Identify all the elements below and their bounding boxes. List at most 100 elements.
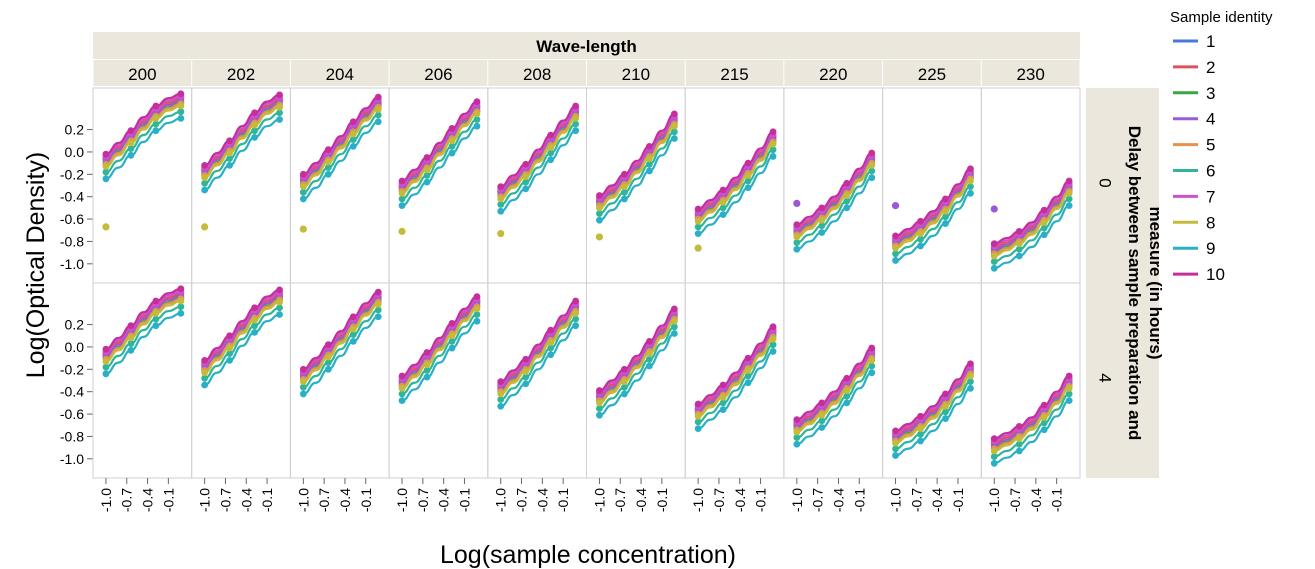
data-point (226, 356, 234, 364)
series-line (105, 305, 181, 369)
series-line (796, 156, 873, 231)
x-tick-label: -0.4 (436, 488, 452, 512)
data-point (1040, 231, 1048, 239)
data-point (843, 399, 851, 407)
data-point (226, 350, 234, 358)
delay-row-label: 0 (1096, 178, 1115, 187)
data-point (719, 211, 727, 218)
series-line (105, 296, 181, 360)
data-point (102, 168, 110, 176)
data-point (818, 204, 826, 212)
data-point (177, 114, 185, 122)
series-line (500, 122, 576, 206)
data-point (226, 149, 234, 157)
delay-row-strip (1086, 283, 1113, 478)
series-line (599, 320, 675, 404)
data-point (152, 315, 160, 323)
y-tick-label: -0.6 (60, 406, 84, 422)
series-line (303, 102, 379, 183)
series-line (994, 182, 1070, 248)
data-point (324, 365, 332, 373)
data-point (572, 297, 580, 305)
data-point (670, 330, 678, 337)
data-point (694, 217, 702, 225)
series-line (303, 106, 379, 186)
series-line (796, 162, 873, 236)
data-point (645, 160, 653, 168)
delay-row-strip (1086, 88, 1113, 283)
data-point (497, 207, 505, 215)
series-line (994, 383, 1070, 449)
data-point (102, 175, 110, 183)
data-point (942, 408, 949, 416)
data-point (694, 425, 702, 433)
series-line (401, 304, 478, 387)
data-point (251, 121, 258, 129)
data-point (497, 390, 505, 398)
data-point (423, 172, 431, 179)
data-point (942, 207, 949, 215)
series-line (401, 104, 478, 187)
data-point (423, 367, 431, 374)
data-point (324, 146, 332, 154)
column-header-strip (93, 32, 1080, 59)
data-point (423, 349, 431, 356)
x-tick-label: -0.1 (851, 488, 867, 512)
series-line (204, 93, 280, 167)
data-point (152, 322, 160, 330)
data-point (990, 240, 998, 248)
data-point (793, 434, 801, 441)
facet-panel (783, 87, 884, 284)
y-tick-label: -0.4 (60, 384, 84, 400)
data-point (448, 137, 456, 145)
series-line (697, 155, 774, 235)
data-point (547, 144, 555, 151)
series-line (401, 100, 478, 183)
series-line (401, 307, 478, 390)
series-line (895, 169, 971, 240)
series-line (303, 301, 379, 381)
data-point (596, 192, 603, 199)
series-line (796, 353, 873, 428)
series-line (599, 317, 675, 402)
data-point (276, 109, 283, 117)
y-tick-label: 0.0 (65, 339, 85, 355)
data-point (1065, 397, 1073, 405)
series-line (204, 295, 280, 369)
series-line (994, 392, 1070, 458)
series-line (895, 177, 971, 248)
x-tick-label: -0.4 (238, 488, 254, 512)
wavelength-header-label: 202 (227, 65, 255, 84)
x-tick-label: -0.1 (950, 488, 966, 512)
data-point (843, 192, 851, 199)
x-tick-label: -1.0 (493, 488, 509, 512)
data-point (251, 127, 258, 135)
data-point (1065, 189, 1073, 197)
series-line (500, 317, 576, 401)
legend-label: 8 (1206, 213, 1215, 232)
series-line (105, 294, 181, 357)
data-point (251, 322, 258, 330)
series-line (599, 316, 675, 401)
data-point (152, 127, 160, 135)
series-line (796, 351, 873, 426)
data-point (473, 110, 481, 118)
series-line (204, 118, 280, 192)
series-line (500, 129, 576, 213)
series-line (796, 349, 873, 423)
data-point (299, 183, 307, 191)
x-tick-label: -0.4 (929, 488, 945, 512)
series-line (796, 158, 873, 233)
data-point (497, 183, 505, 191)
data-point (276, 116, 283, 123)
x-tick-label: -0.1 (160, 488, 176, 512)
data-point (596, 216, 603, 224)
data-point (374, 313, 382, 321)
series-line (994, 374, 1070, 440)
x-tick-label: -0.1 (753, 488, 769, 512)
data-point (744, 184, 752, 192)
y-axis-label: Log(Optical Density) (22, 152, 50, 378)
data-point (719, 198, 727, 206)
legend-label: 1 (1206, 32, 1215, 51)
data-point (226, 137, 234, 145)
